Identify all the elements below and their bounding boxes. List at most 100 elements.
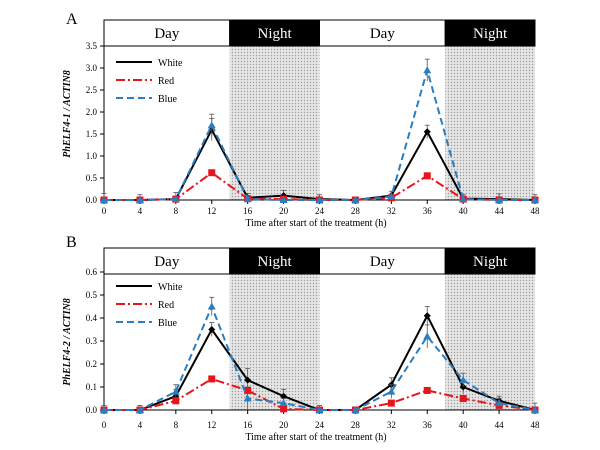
pb-xtick-label-2: 8 — [174, 420, 179, 430]
pa-red-point-3 — [208, 169, 216, 177]
pb-xtick-label-1: 4 — [138, 420, 143, 430]
pb-blue-point-6 — [315, 406, 324, 413]
pb-xtick-label-12: 48 — [531, 420, 541, 430]
pa-blue-legend-label: Blue — [158, 94, 177, 105]
pb-xtick-label-0: 0 — [102, 420, 107, 430]
pa-night-shade-3 — [445, 46, 535, 200]
pa-blue-point-5 — [279, 196, 288, 203]
pb-xtick-label-3: 12 — [207, 420, 216, 430]
pb-ytick-label-6: 0.6 — [86, 267, 98, 277]
pa-xtick-label-1: 4 — [138, 206, 143, 216]
pb-ytick-label-4: 0.4 — [86, 313, 98, 323]
pa-band-day-2 — [319, 19, 446, 47]
pb-band-night-1 — [229, 247, 320, 275]
pb-red-point-2 — [172, 397, 180, 405]
pa-ytick-label-0: 0.0 — [86, 195, 98, 205]
pb-xtick-label-10: 40 — [459, 420, 469, 430]
pb-band-label-3: Night — [473, 254, 508, 270]
pa-xtick-label-12: 48 — [531, 206, 541, 216]
pa-blue-point-9 — [423, 66, 432, 74]
pa-blue-point-10 — [459, 195, 468, 203]
pa-band-night-1 — [229, 19, 320, 47]
pa-xtick-label-10: 40 — [459, 206, 469, 216]
x-axis-label-a: Time after start of the treatment (h) — [245, 218, 386, 229]
pb-blue-point-2 — [171, 387, 180, 395]
pa-blue-point-8 — [387, 192, 396, 200]
y-axis-label-b: PhELF4-2 / ACTIN8 — [62, 298, 73, 385]
pa-xtick-label-8: 32 — [387, 206, 396, 216]
pa-ytick-label-6: 3.0 — [86, 63, 98, 73]
pa-blue-point-4 — [243, 195, 252, 203]
pa-ytick-label-3: 1.5 — [86, 129, 98, 139]
pb-ytick-label-1: 0.1 — [86, 382, 97, 392]
pb-ytick-label-0: 0.0 — [86, 405, 98, 415]
pa-xtick-label-11: 44 — [495, 206, 505, 216]
pa-blue-point-7 — [351, 196, 360, 203]
pb-blue-point-4 — [243, 394, 252, 402]
panel-b: B PhELF4-2 / ACTIN8 Time after start of … — [62, 234, 540, 443]
pa-xtick-label-5: 20 — [279, 206, 289, 216]
pa-red-point-9 — [423, 172, 431, 180]
pa-xtick-label-2: 8 — [174, 206, 179, 216]
panel-a: A PhELF4-1 / ACTIN8 Time after start of … — [62, 11, 540, 229]
pb-red-point-8 — [387, 399, 395, 407]
pb-red-point-9 — [423, 386, 431, 394]
pa-band-label-0: Day — [154, 26, 179, 42]
pa-ytick-label-7: 3.5 — [86, 41, 98, 51]
pb-xtick-label-6: 24 — [315, 420, 325, 430]
pb-blue-point-1 — [135, 406, 144, 413]
pb-xtick-label-9: 36 — [423, 420, 433, 430]
pa-xtick-label-3: 12 — [207, 206, 216, 216]
pa-band-day-0 — [103, 19, 231, 47]
pb-red-point-3 — [208, 375, 216, 383]
pb-xtick-label-4: 16 — [243, 420, 253, 430]
pa-band-night-3 — [444, 19, 536, 47]
pb-ytick-label-3: 0.3 — [86, 336, 98, 346]
pb-blue-point-0 — [100, 406, 108, 413]
pb-white-point-9 — [423, 312, 431, 320]
pb-ytick-label-2: 0.2 — [86, 359, 97, 369]
pa-night-shade-1 — [229, 46, 320, 200]
x-axis-label-b: Time after start of the treatment (h) — [245, 432, 386, 443]
pa-blue-point-6 — [315, 196, 324, 203]
pa-blue-point-0 — [100, 196, 108, 203]
pa-band-label-2: Day — [370, 26, 395, 42]
pa-blue-point-3 — [207, 121, 216, 129]
pb-white-point-5 — [280, 392, 288, 400]
pb-band-label-2: Day — [370, 254, 395, 270]
pa-xtick-label-4: 16 — [243, 206, 253, 216]
pb-blue-point-5 — [279, 399, 288, 407]
pb-night-shade-3 — [445, 274, 535, 410]
pa-ytick-label-4: 2.0 — [86, 107, 98, 117]
pb-band-label-0: Day — [154, 254, 179, 270]
pb-blue-point-7 — [351, 406, 360, 413]
pb-xtick-label-8: 32 — [387, 420, 396, 430]
pb-blue-point-8 — [387, 387, 396, 395]
pb-white-legend-label: White — [158, 282, 183, 293]
pb-band-day-2 — [319, 247, 446, 275]
pb-white-point-4 — [244, 376, 252, 384]
pa-blue-point-12 — [531, 196, 539, 203]
pa-ytick-label-1: 0.5 — [86, 173, 98, 183]
pa-xtick-label-6: 24 — [315, 206, 325, 216]
pb-blue-point-9 — [423, 332, 432, 340]
pb-white-point-3 — [208, 326, 216, 333]
pb-blue-point-12 — [531, 406, 539, 413]
pb-blue-legend-label: Blue — [158, 318, 177, 329]
pa-blue-point-2 — [171, 195, 180, 203]
panel-letter-b: B — [66, 234, 77, 251]
pb-red-point-10 — [459, 395, 467, 402]
pa-white-point-9 — [423, 128, 431, 136]
pa-blue-point-1 — [135, 196, 144, 203]
pb-red-point-5 — [280, 405, 288, 413]
panel-letter-a: A — [66, 11, 78, 28]
pb-band-label-1: Night — [258, 254, 293, 270]
pb-blue-point-11 — [495, 399, 504, 407]
pa-xtick-label-7: 28 — [351, 206, 361, 216]
pb-xtick-label-11: 44 — [495, 420, 505, 430]
pb-ytick-label-5: 0.5 — [86, 290, 98, 300]
pa-band-label-1: Night — [258, 26, 293, 42]
pa-band-label-3: Night — [473, 26, 508, 42]
pb-blue-point-3 — [207, 302, 216, 310]
